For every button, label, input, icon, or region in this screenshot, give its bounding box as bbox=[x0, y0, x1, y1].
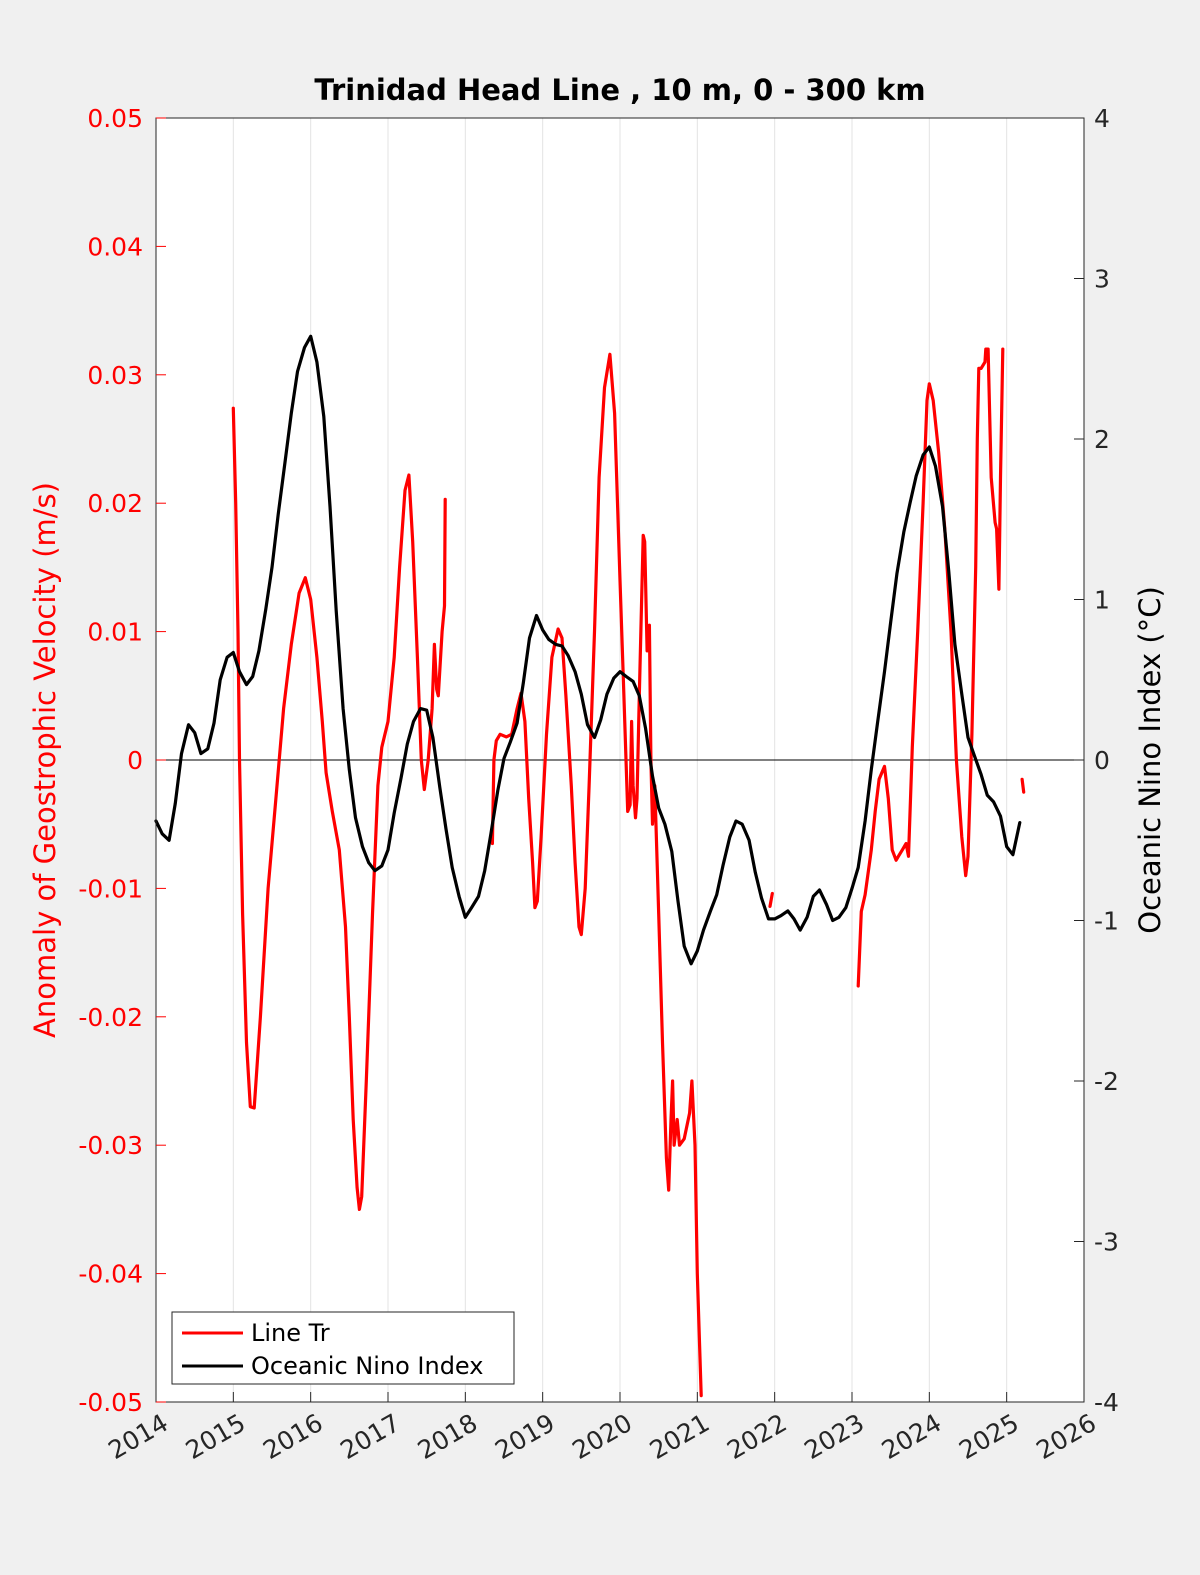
y-left-tick-label: -0.03 bbox=[78, 1131, 143, 1160]
y-left-tick-label: 0.05 bbox=[87, 104, 143, 133]
y-left-tick-label: -0.01 bbox=[78, 874, 143, 903]
y-left-tick-label: -0.04 bbox=[78, 1260, 143, 1289]
x-tick-label: 2017 bbox=[335, 1408, 405, 1465]
x-tick-label: 2018 bbox=[413, 1408, 483, 1465]
series-line-tr-segment-1 bbox=[490, 352, 703, 1398]
y-left-tick-label: 0.04 bbox=[87, 232, 143, 261]
y-right-tick-label: 0 bbox=[1094, 746, 1110, 775]
legend-box bbox=[171, 1311, 515, 1385]
y-right-tick-label: -1 bbox=[1094, 907, 1119, 936]
y-right-tick-label: 3 bbox=[1094, 265, 1110, 294]
y-right-tick-label: -2 bbox=[1094, 1067, 1119, 1096]
series-lines bbox=[154, 334, 1026, 1398]
x-tick-label: 2019 bbox=[490, 1408, 560, 1465]
y-right-tick-label: 1 bbox=[1094, 586, 1110, 615]
right-axis-label: Oceanic Nino Index (°C) bbox=[1133, 586, 1167, 934]
y-left-tick-label: 0.02 bbox=[87, 489, 143, 518]
y-right-tick-label: -3 bbox=[1094, 1228, 1119, 1257]
series-line-tr-segment-3 bbox=[856, 347, 1005, 988]
y-right-tick-label: 2 bbox=[1094, 425, 1110, 454]
x-tick-label: 2016 bbox=[258, 1408, 328, 1465]
series-line-tr-segment-4 bbox=[1020, 777, 1026, 794]
x-tick-label: 2015 bbox=[181, 1408, 251, 1465]
x-tick-label: 2026 bbox=[1031, 1408, 1101, 1465]
chart-title: Trinidad Head Line , 10 m, 0 - 300 km bbox=[314, 73, 925, 107]
series-line-tr-segment-2 bbox=[768, 891, 774, 909]
y-right-tick-label: 4 bbox=[1094, 104, 1110, 133]
y-left-tick-label: -0.05 bbox=[78, 1388, 143, 1417]
series-line-tr-segment-0 bbox=[231, 406, 447, 1212]
y-left-tick-label: 0 bbox=[127, 746, 143, 775]
x-tick-label: 2022 bbox=[722, 1408, 792, 1465]
left-axis-label: Anomaly of Geostrophic Velocity (m/s) bbox=[28, 482, 62, 1038]
x-tick-label: 2025 bbox=[954, 1408, 1024, 1465]
y-left-tick-label: 0.01 bbox=[87, 618, 143, 647]
y-left-tick-label: 0.03 bbox=[87, 361, 143, 390]
y-left-tick-label: -0.02 bbox=[78, 1003, 143, 1032]
x-tick-label: 2021 bbox=[645, 1408, 715, 1465]
series-oni-segment-0 bbox=[154, 334, 1022, 966]
x-tick-label: 2020 bbox=[567, 1408, 637, 1465]
legend-label-line-tr: Line Tr bbox=[251, 1319, 330, 1347]
legend-label-oni: Oceanic Nino Index bbox=[251, 1352, 483, 1380]
legend: Line Tr Oceanic Nino Index bbox=[171, 1311, 515, 1385]
y-right-tick-label: -4 bbox=[1094, 1388, 1119, 1417]
x-tick-label: 2023 bbox=[799, 1408, 869, 1465]
x-tick-label: 2024 bbox=[877, 1408, 947, 1465]
